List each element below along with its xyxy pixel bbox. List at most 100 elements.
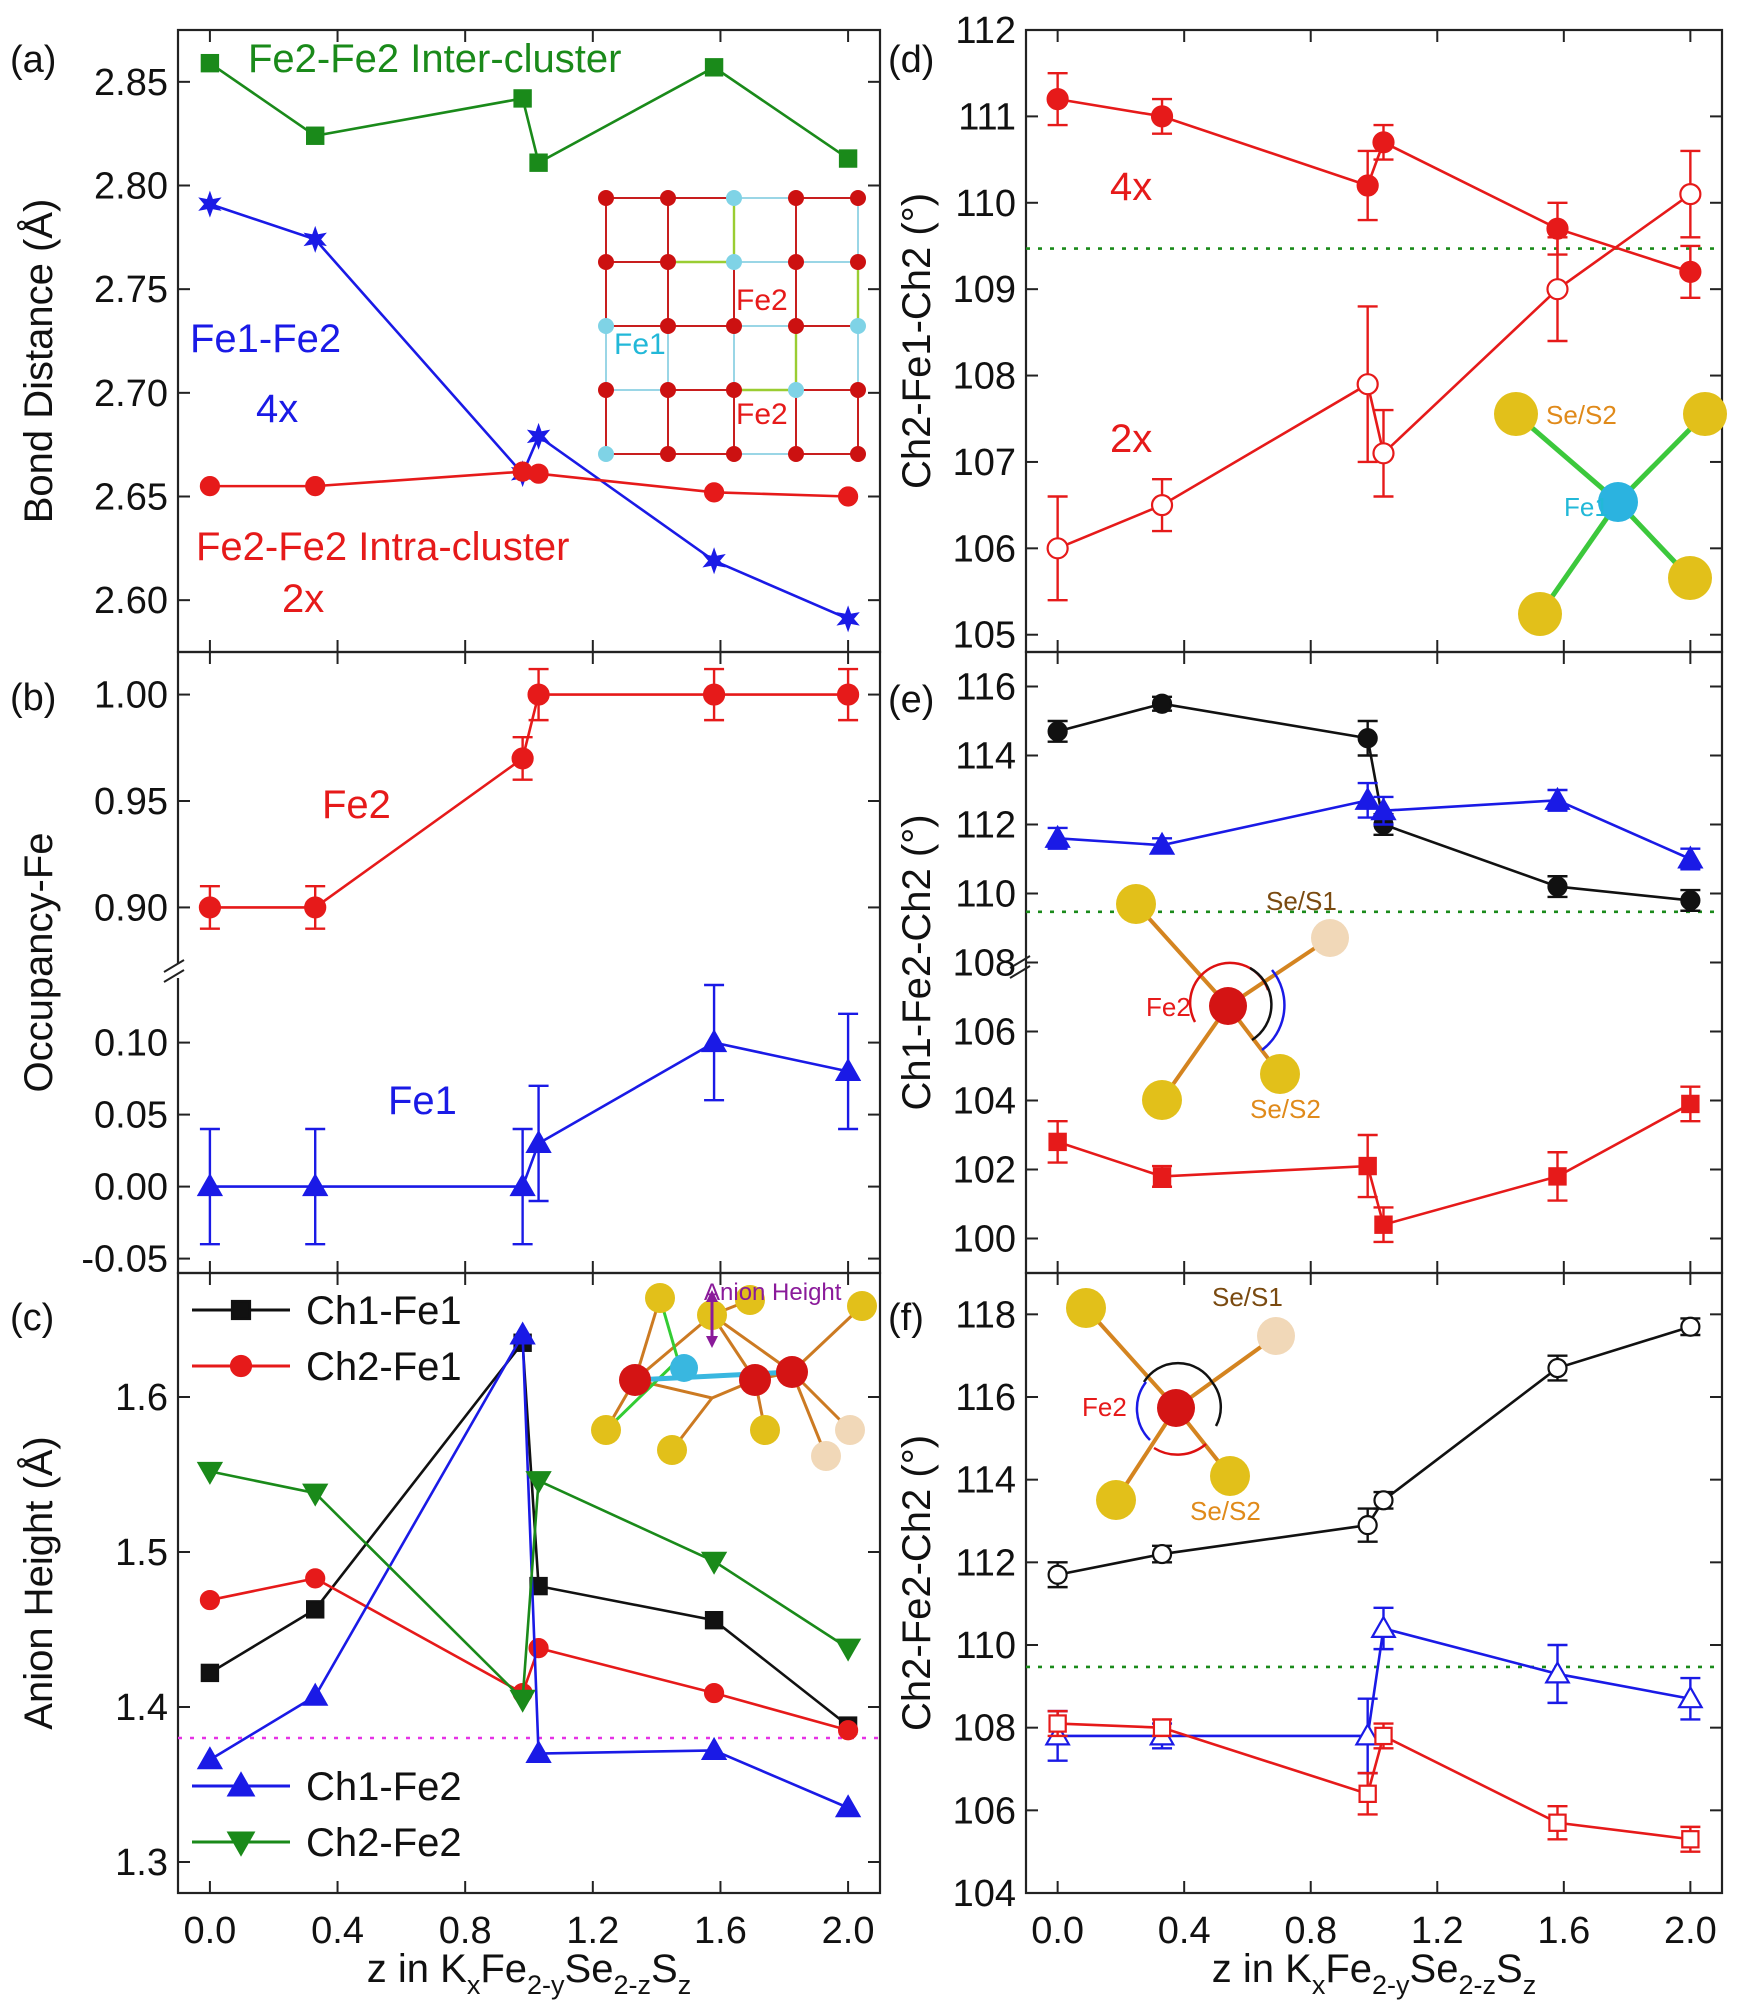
- bond: [790, 1304, 864, 1374]
- chalcogen-atom: [1066, 1288, 1106, 1328]
- bond: [1537, 500, 1621, 616]
- fe1-atom: [1598, 482, 1638, 522]
- panel-c-frame: [176, 1271, 882, 1895]
- series-line: [1057, 702, 1691, 902]
- data-point: [1374, 1726, 1393, 1746]
- x-axis-label-part: Fe: [480, 1947, 527, 1991]
- data-point: [525, 1740, 552, 1764]
- data-point: [1358, 1784, 1377, 1803]
- lattice-inset: [598, 190, 866, 462]
- x-axis-label-part: 2-z: [1458, 1970, 1496, 2000]
- angle-arc: [1261, 969, 1286, 1051]
- y-tick-label: 110: [955, 183, 1016, 225]
- fe2-atom: [788, 446, 804, 462]
- chalcogen-atom: [750, 1415, 780, 1445]
- x-axis-label-part: z in K: [367, 1947, 467, 1991]
- series-line: [1057, 97, 1691, 274]
- inset-label: Fe2: [736, 284, 788, 317]
- data-point: [1544, 1660, 1571, 1684]
- series-line: [1057, 1325, 1691, 1577]
- fe2-atom: [660, 318, 676, 334]
- annotation: Fe2-Fe2 Intra-cluster: [196, 525, 569, 569]
- data-point: [836, 683, 860, 706]
- data-point: [200, 53, 220, 73]
- data-point: [1151, 1543, 1173, 1565]
- series-line: [1057, 1626, 1691, 1738]
- panel-frames: [163, 28, 1724, 1895]
- x-axis-label-part: z in K: [1212, 1947, 1312, 1991]
- y-tick-label: 112: [955, 805, 1016, 847]
- chalcogen-atom: [1683, 392, 1727, 436]
- y-tick-label: 114: [955, 1460, 1016, 1502]
- chalcogen-atom: [1116, 884, 1156, 924]
- fe1-tetra-inset: [1494, 392, 1727, 636]
- fe2-atom: [598, 190, 614, 206]
- data-point: [304, 896, 327, 919]
- fe2-atom: [850, 446, 866, 462]
- y-tick-label: 102: [953, 1150, 1016, 1192]
- axis-break: [163, 959, 185, 973]
- chalcogen-atom: [847, 1291, 877, 1321]
- y-tick-label: 0.95: [94, 781, 168, 823]
- y-axis-label: Ch2-Fe2-Ch2 (°): [895, 1435, 939, 1731]
- data-point: [1358, 1156, 1377, 1176]
- x-axis-label-part: 2-y: [1372, 1970, 1410, 2000]
- fe2-atom: [1209, 987, 1247, 1025]
- x-tick-label: 2.0: [1664, 1910, 1717, 1952]
- y-tick-label: 110: [955, 874, 1016, 916]
- data-point: [700, 1029, 728, 1053]
- y-tick-label: 2.60: [94, 580, 168, 622]
- fe2-tetra-inset-f: [1066, 1288, 1295, 1520]
- data-point: [1547, 1357, 1568, 1379]
- data-point: [1148, 831, 1176, 855]
- legend-label: Ch1-Fe1: [306, 1289, 462, 1333]
- data-point: [1679, 260, 1702, 283]
- chalcogen-atom: [835, 1415, 865, 1445]
- data-point: [199, 1589, 221, 1611]
- data-point: [1354, 786, 1381, 810]
- y-tick-label: 105: [953, 615, 1016, 657]
- axis-break: [163, 969, 185, 983]
- fe2-atom: [850, 382, 866, 398]
- series-line: [209, 62, 849, 165]
- data-point: [528, 1637, 549, 1659]
- data-point: [1356, 373, 1379, 396]
- series-line: [209, 1339, 849, 1727]
- angle-arc: [1142, 1361, 1214, 1383]
- y-tick-label: 114: [955, 736, 1016, 778]
- y-axis-label: Ch1-Fe2-Ch2 (°): [895, 814, 939, 1110]
- data-point: [837, 1720, 859, 1741]
- data-point: [1046, 537, 1069, 560]
- data-point: [525, 1471, 552, 1495]
- figure-text: 2.60 2.65 2.70 2.75 2.80 2.85 (a) Bond Distance…: [10, 10, 1717, 2000]
- inset-label: Fe1: [614, 328, 666, 361]
- data-point: [1679, 183, 1702, 206]
- x-axis-label-part: z: [1523, 1970, 1537, 2000]
- inset-label: Anion Height: [704, 1279, 842, 1306]
- panel-label: (e): [888, 679, 934, 721]
- data-point: [306, 1600, 325, 1619]
- bond: [1134, 902, 1230, 1008]
- data-point: [229, 1354, 253, 1378]
- series-line: [1057, 193, 1692, 550]
- data-point: [1374, 1215, 1393, 1234]
- data-point: [528, 463, 549, 484]
- data-point: [509, 1173, 536, 1197]
- data-point: [226, 1831, 256, 1857]
- y-tick-label: 107: [953, 442, 1016, 484]
- data-point: [1048, 1132, 1067, 1152]
- bond: [1174, 1334, 1278, 1410]
- data-point: [302, 1483, 329, 1507]
- annotation: 2x: [282, 577, 324, 621]
- data-point: [196, 1746, 224, 1770]
- x-tick-label: 0.0: [183, 1910, 236, 1952]
- bond: [1514, 412, 1620, 504]
- data-point: [529, 153, 548, 172]
- annotation: Fe2: [322, 783, 391, 827]
- y-tick-label: -0.05: [81, 1239, 168, 1281]
- height-arrowhead: [706, 1336, 718, 1348]
- panel-f-frame: [1024, 1271, 1724, 1895]
- panel-b-frame: [176, 650, 882, 1275]
- x-tick-label: 1.2: [566, 1910, 619, 1952]
- data-point: [230, 1299, 252, 1321]
